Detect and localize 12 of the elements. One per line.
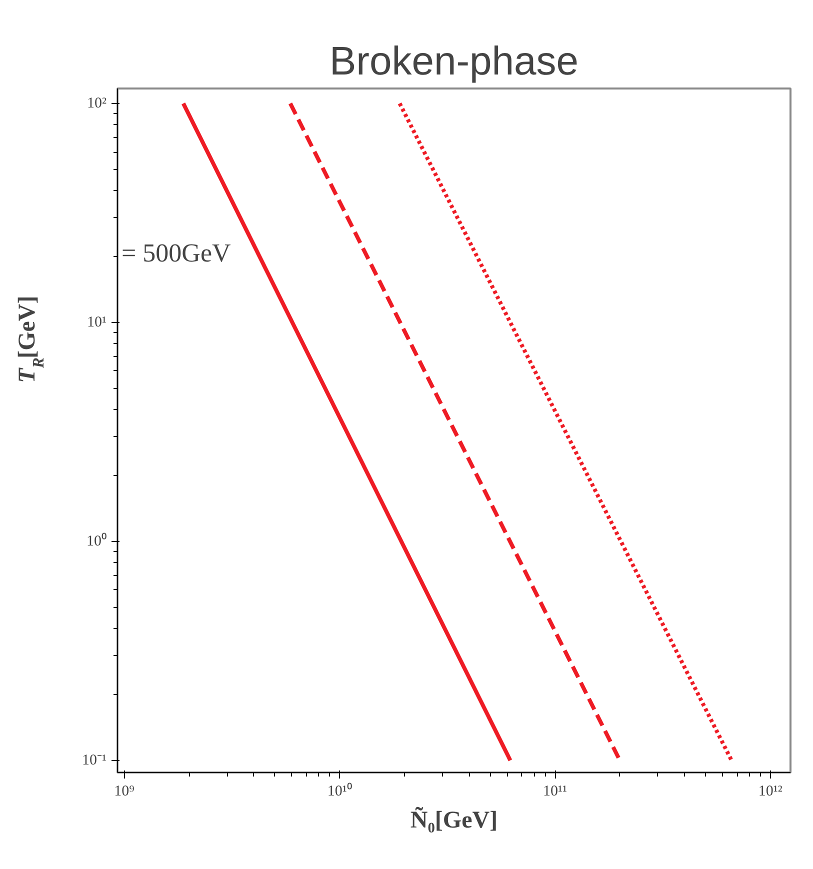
annotation: = 500GeV	[122, 238, 231, 268]
x-tick-label: 10¹²	[758, 784, 783, 800]
y-tick-label: 10⁻¹	[82, 752, 107, 768]
x-tick-label: 10⁹	[114, 784, 134, 800]
y-tick-label: 10¹	[87, 314, 107, 330]
y-axis-title: TR[GeV]	[14, 296, 48, 383]
x-axis-title: Ñ₀[GeV]	[410, 806, 498, 834]
y-tick-label: 10⁰	[86, 532, 106, 550]
chart-title: Broken-phase	[329, 40, 579, 84]
x-tick-label: 10¹⁰	[327, 782, 352, 800]
y-tick-label: 10²	[87, 95, 108, 112]
x-tick-label: 10¹¹	[543, 784, 568, 800]
